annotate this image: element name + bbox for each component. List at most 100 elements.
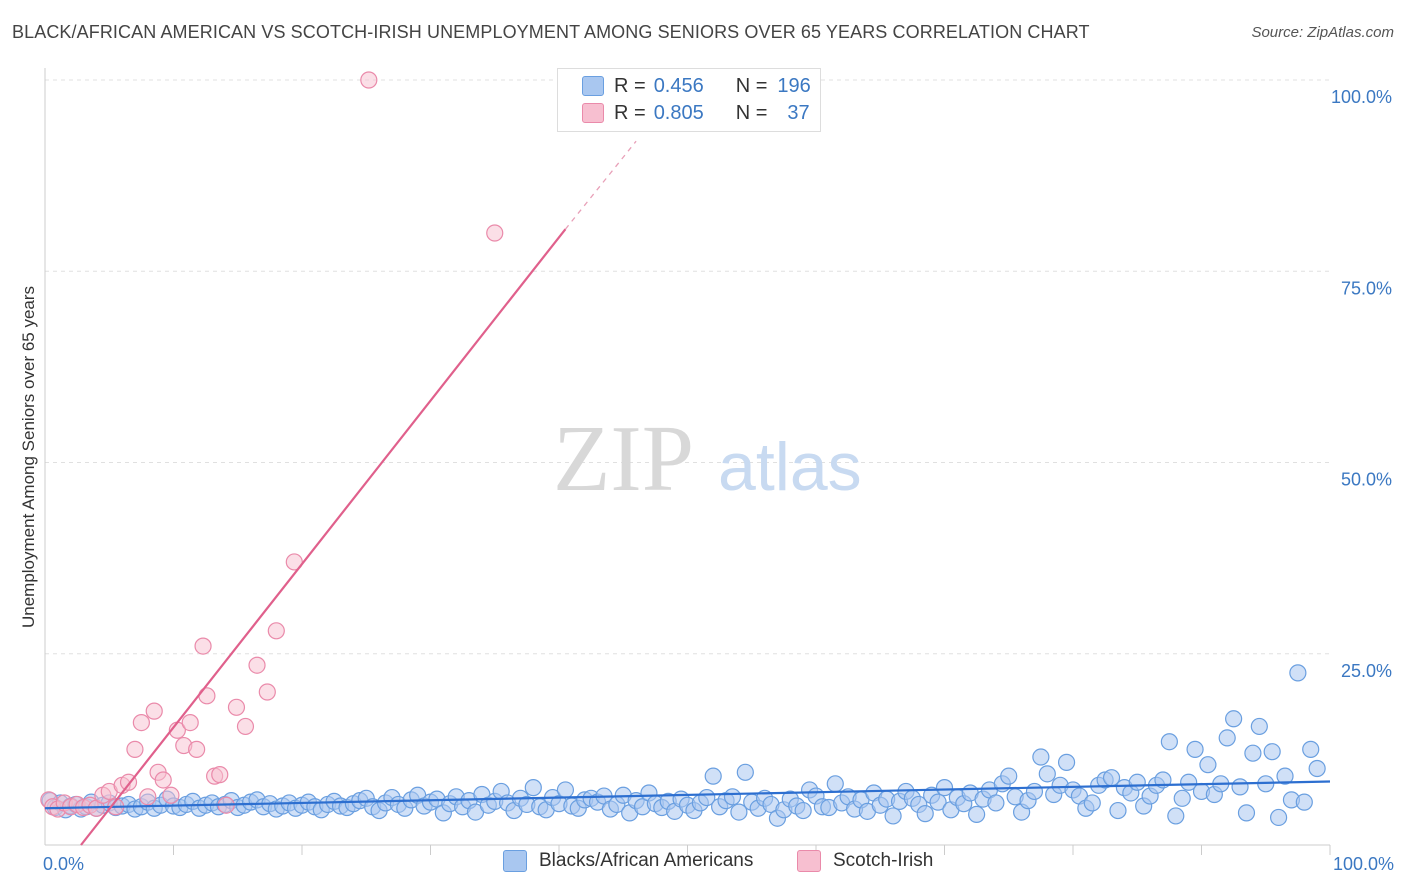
point-blacks <box>826 775 844 793</box>
bottom-legend-blacks: Blacks/African Americans <box>503 850 753 872</box>
legend-n-label: N = <box>735 101 768 124</box>
point-blacks <box>1160 733 1178 751</box>
point-scotch-irish <box>188 740 206 758</box>
point-scotch-irish <box>194 637 212 655</box>
point-blacks <box>730 803 748 821</box>
point-scotch-irish <box>267 622 285 640</box>
point-scotch-irish <box>360 71 378 89</box>
y-axis-label: Unemployment Among Seniors over 65 years <box>19 286 38 628</box>
point-blacks <box>736 763 754 781</box>
point-blacks <box>1038 765 1056 783</box>
watermark-zip: ZIP <box>553 407 694 511</box>
point-blacks <box>1250 717 1268 736</box>
point-blacks <box>1199 756 1217 774</box>
y-tick-labels: 25.0% 50.0% 75.0% 100.0% <box>1331 87 1392 681</box>
point-scotch-irish <box>198 687 216 705</box>
point-blacks <box>1231 778 1249 796</box>
point-scotch-irish <box>227 698 246 716</box>
point-blacks <box>1167 807 1185 825</box>
point-blacks <box>1025 782 1044 801</box>
point-scotch-irish <box>126 740 144 758</box>
point-blacks <box>929 793 947 811</box>
point-blacks <box>987 794 1005 812</box>
y-tick-label: 25.0% <box>1341 661 1392 681</box>
watermark: ZIP atlas <box>553 407 862 511</box>
point-blacks <box>1302 740 1320 758</box>
point-scotch-irish <box>139 788 157 806</box>
bottom-legend-swatch-scotch-irish <box>797 850 821 872</box>
point-scotch-irish <box>145 702 163 720</box>
point-blacks <box>723 788 742 806</box>
y-tick-label: 100.0% <box>1331 87 1392 107</box>
series-blacks-points <box>41 664 1326 827</box>
point-scotch-irish <box>181 713 199 732</box>
point-blacks <box>1218 729 1236 747</box>
trend-line-scotch-irish-extension <box>564 140 637 230</box>
source-credit: Source: ZipAtlas.com <box>1251 24 1394 41</box>
trend-line-scotch-irish <box>80 228 567 846</box>
bottom-legend-label-blacks: Blacks/African Americans <box>539 850 754 871</box>
trend-line-blacks <box>44 780 1331 810</box>
point-blacks <box>916 805 934 823</box>
point-blacks <box>1128 773 1146 791</box>
gridlines <box>45 79 1330 655</box>
legend-n-value-blacks: 196 <box>777 74 811 97</box>
legend-r-label: R = <box>614 74 646 97</box>
point-blacks <box>884 807 902 825</box>
stats-legend: R = 0.456 N = 196 R = 0.805 N = 37 <box>557 68 821 132</box>
legend-swatch-blacks <box>582 76 604 96</box>
point-blacks <box>794 801 812 820</box>
point-scotch-irish <box>258 683 276 701</box>
legend-swatch-scotch-irish <box>582 103 604 123</box>
point-scotch-irish <box>132 713 150 732</box>
point-blacks <box>1269 808 1288 827</box>
point-scotch-irish <box>211 766 229 784</box>
point-blacks <box>968 805 986 824</box>
point-scotch-irish <box>236 717 255 736</box>
point-blacks <box>1225 710 1243 728</box>
point-blacks <box>704 767 722 785</box>
point-blacks <box>1180 773 1198 791</box>
legend-n-value-scotch-irish: 37 <box>787 101 810 124</box>
point-blacks <box>1083 794 1101 812</box>
series-scotch-irish-points <box>40 71 504 818</box>
bottom-legend-swatch-blacks <box>503 850 527 872</box>
point-blacks <box>935 779 954 797</box>
point-blacks <box>1032 748 1050 766</box>
chart-title: BLACK/AFRICAN AMERICAN VS SCOTCH-IRISH U… <box>12 22 1090 42</box>
bottom-legend-label-scotch-irish: Scotch-Irish <box>833 850 934 871</box>
point-scotch-irish <box>486 224 504 242</box>
point-blacks <box>1173 789 1191 807</box>
point-blacks <box>1308 759 1326 778</box>
point-scotch-irish <box>154 771 172 789</box>
legend-r-value-blacks: 0.456 <box>653 74 704 97</box>
point-scotch-irish <box>248 656 266 674</box>
trend-lines <box>44 140 1331 846</box>
x-tick-label: 0.0% <box>43 854 84 874</box>
point-blacks <box>1244 744 1262 762</box>
bottom-legend-scotch-irish: Scotch-Irish <box>797 850 933 872</box>
x-tick-label: 100.0% <box>1333 854 1394 874</box>
y-tick-label: 50.0% <box>1341 470 1392 490</box>
point-blacks <box>1289 664 1307 682</box>
point-blacks <box>1295 793 1313 811</box>
x-tick-labels: 0.0% 100.0% <box>43 854 1394 874</box>
legend-n-label: N = <box>735 74 768 97</box>
point-blacks <box>1109 801 1127 820</box>
point-blacks <box>1000 767 1018 785</box>
point-blacks <box>1057 753 1076 771</box>
point-blacks <box>1263 743 1281 761</box>
point-blacks <box>524 779 542 797</box>
legend-r-value-scotch-irish: 0.805 <box>653 101 704 124</box>
legend-row-scotch-irish: R = 0.805 N = 37 <box>582 100 810 126</box>
point-blacks <box>556 781 575 799</box>
watermark-atlas: atlas <box>718 429 862 505</box>
point-blacks <box>1237 804 1256 822</box>
legend-r-label: R = <box>614 101 646 124</box>
point-blacks <box>1186 740 1204 758</box>
point-blacks <box>1276 767 1294 785</box>
point-scotch-irish <box>162 786 180 804</box>
y-tick-label: 75.0% <box>1341 278 1392 298</box>
legend-row-blacks: R = 0.456 N = 196 <box>582 73 811 99</box>
